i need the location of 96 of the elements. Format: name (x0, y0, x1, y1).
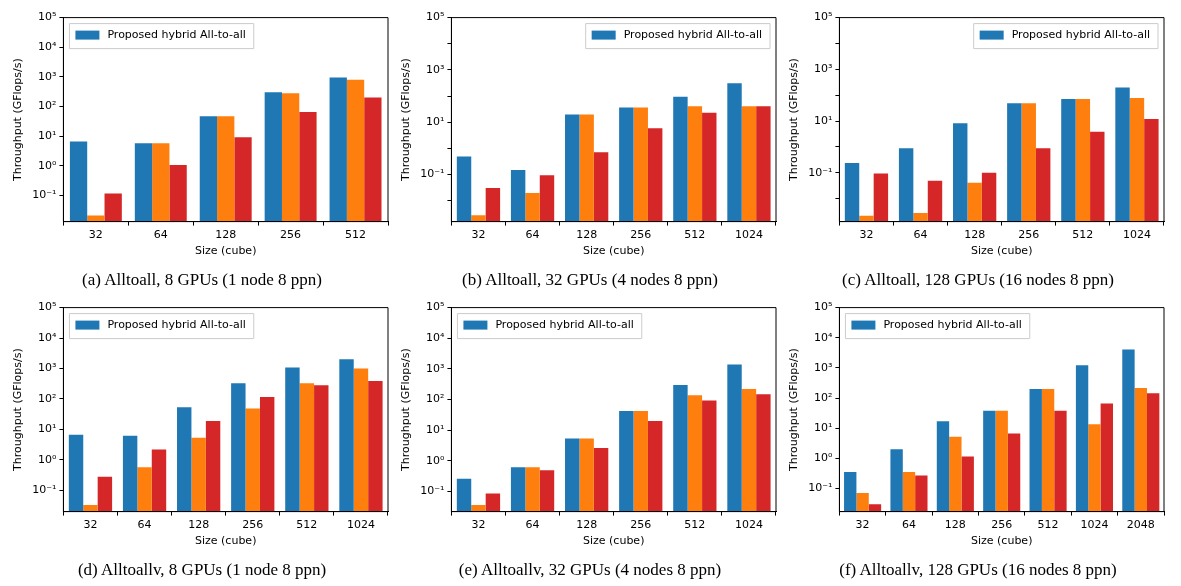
y-tick-label: 10⁰ (813, 451, 833, 465)
x-tick-label: 1024 (734, 518, 763, 532)
x-tick-label: 256 (1018, 228, 1040, 242)
x-tick-label: 32 (83, 518, 98, 532)
y-tick-label: 10³ (813, 360, 833, 374)
y-tick-label: 10¹ (813, 113, 833, 127)
y-tick-label: 10⁻¹ (808, 165, 833, 179)
text: (c) Alltoall, 128 GPUs (16 nodes 8 ppn) (841, 270, 1115, 290)
x-axis-title: Size (cube) (970, 534, 1033, 548)
y-tick-label: 10⁵ (813, 10, 833, 24)
x-tick-label: 32 (859, 228, 874, 242)
y-axis-title: Throughput (GFlops/s) (399, 348, 413, 472)
y-axis-title: Throughput (GFlops/s) (399, 58, 413, 182)
x-tick-label: 128 (964, 228, 986, 242)
legend-label: Proposed hybrid All-to-all (623, 28, 763, 42)
x-tick-label: 2048 (1126, 518, 1155, 532)
x-tick-label: 256 (280, 228, 302, 242)
y-tick-label: 10³ (425, 361, 445, 375)
x-tick-label: 512 (684, 228, 706, 242)
y-tick-label: 10⁻¹ (32, 483, 57, 497)
x-axis-title: Size (cube) (582, 534, 645, 548)
x-tick-label: 32 (471, 518, 486, 532)
x-tick-label: 32 (471, 228, 486, 242)
y-tick-label: 10² (813, 390, 833, 404)
legend-label: Proposed hybrid All-to-all (107, 28, 246, 42)
x-tick-label: 32 (88, 228, 103, 242)
y-tick-label: 10² (37, 99, 57, 113)
x-tick-label: 1024 (1122, 228, 1151, 242)
x-axis-title: Size (cube) (194, 534, 257, 548)
y-tick-label: 10⁴ (37, 40, 57, 54)
x-tick-label: 128 (215, 228, 237, 242)
x-tick-label: 64 (153, 228, 168, 242)
text: (e) Alltoallv, 32 GPUs (4 nodes 8 ppn) (457, 560, 723, 580)
y-tick-label: 10³ (813, 62, 833, 76)
y-tick-label: 10¹ (425, 423, 445, 437)
legend-label: Proposed hybrid All-to-all (107, 318, 246, 332)
x-tick-label: 512 (296, 518, 318, 532)
x-tick-label: 128 (576, 518, 598, 532)
text: (b) Alltoall, 32 GPUs (4 nodes 8 ppn) (461, 270, 719, 290)
y-axis-title: Throughput (GFlops/s) (787, 58, 801, 182)
y-tick-label: 10⁵ (425, 300, 445, 314)
y-tick-label: 10⁻¹ (420, 484, 445, 498)
text: (f) Alltoallv, 128 GPUs (16 nodes 8 ppn) (838, 560, 1118, 580)
x-tick-label: 64 (913, 228, 928, 242)
y-tick-label: 10¹ (37, 128, 57, 142)
y-tick-label: 10⁻¹ (420, 167, 445, 181)
y-tick-label: 10⁴ (425, 331, 445, 345)
y-tick-label: 10⁴ (813, 330, 833, 344)
x-tick-label: 512 (1072, 228, 1094, 242)
x-tick-label: 64 (137, 518, 152, 532)
y-tick-label: 10⁵ (37, 10, 57, 24)
text: (a) Alltoall, 8 GPUs (1 node 8 ppn) (81, 270, 323, 290)
text: (d) Alltoallv, 8 GPUs (1 node 8 ppn) (76, 560, 328, 580)
x-tick-label: 64 (525, 518, 540, 532)
x-tick-label: 64 (525, 228, 540, 242)
x-tick-label: 512 (684, 518, 706, 532)
y-tick-label: 10⁰ (425, 453, 445, 467)
y-tick-label: 10⁵ (813, 300, 833, 314)
y-tick-label: 10⁵ (425, 10, 445, 24)
y-tick-label: 10⁴ (37, 330, 57, 344)
x-tick-label: 128 (188, 518, 210, 532)
y-axis-title: Throughput (GFlops/s) (11, 58, 25, 182)
x-axis-title: Size (cube) (194, 244, 257, 258)
x-tick-label: 256 (630, 228, 652, 242)
legend-label: Proposed hybrid All-to-all (883, 318, 1022, 332)
x-axis-title: Size (cube) (582, 244, 645, 258)
x-tick-label: 512 (1037, 518, 1059, 532)
y-tick-label: 10⁻¹ (808, 481, 833, 495)
y-tick-label: 10⁻¹ (32, 188, 57, 202)
x-tick-label: 1024 (734, 228, 763, 242)
x-tick-label: 256 (991, 518, 1013, 532)
y-tick-label: 10² (37, 391, 57, 405)
x-tick-label: 256 (242, 518, 264, 532)
y-tick-label: 10¹ (425, 115, 445, 129)
legend-label: Proposed hybrid All-to-all (495, 318, 634, 332)
y-tick-label: 10¹ (813, 421, 833, 434)
y-tick-label: 10³ (37, 361, 57, 375)
x-tick-label: 512 (345, 228, 367, 242)
x-tick-label: 128 (576, 228, 598, 242)
x-tick-label: 32 (855, 518, 870, 532)
y-axis-title: Throughput (GFlops/s) (787, 348, 801, 472)
x-tick-label: 256 (630, 518, 652, 532)
y-tick-label: 10² (425, 392, 445, 406)
y-axis-title: Throughput (GFlops/s) (11, 348, 25, 472)
x-tick-label: 1024 (346, 518, 375, 532)
y-tick-label: 10⁰ (37, 158, 57, 172)
x-tick-label: 128 (944, 518, 966, 532)
legend-label: Proposed hybrid All-to-all (1011, 28, 1151, 42)
x-tick-label: 1024 (1080, 518, 1109, 532)
y-tick-label: 10³ (425, 62, 445, 76)
y-tick-label: 10⁵ (37, 300, 57, 314)
x-tick-label: 64 (901, 518, 916, 532)
y-tick-label: 10³ (37, 69, 57, 83)
y-tick-label: 10¹ (37, 422, 57, 436)
y-tick-label: 10⁰ (37, 452, 57, 466)
x-axis-title: Size (cube) (970, 244, 1033, 258)
